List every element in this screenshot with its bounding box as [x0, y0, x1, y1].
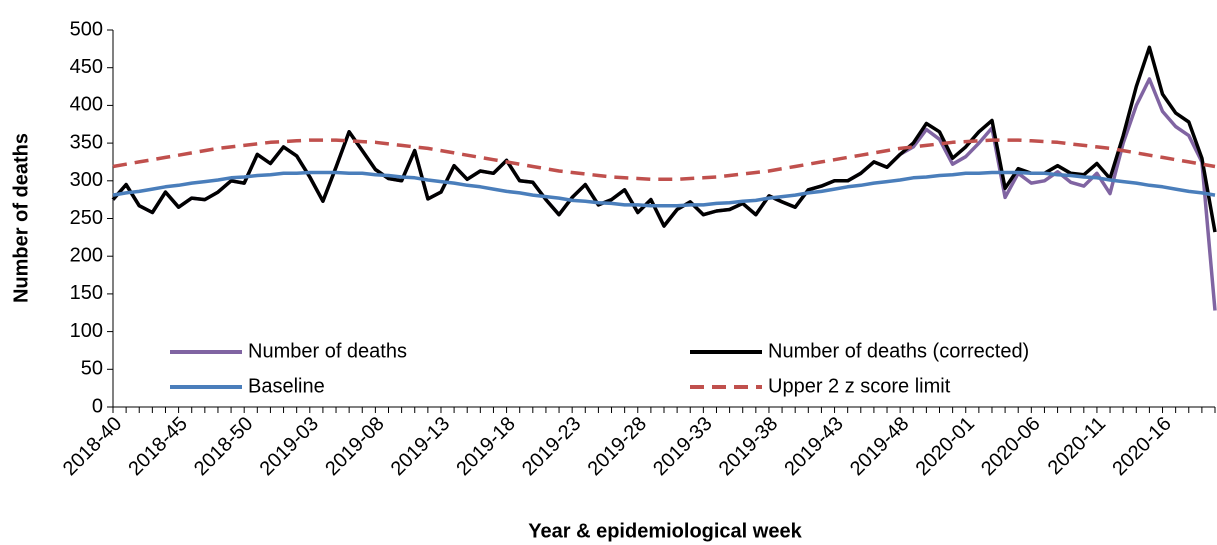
x-tick-label: 2019-33 — [649, 413, 716, 480]
x-tick-label: 2020-06 — [977, 413, 1044, 480]
y-tick-label: 50 — [81, 358, 103, 380]
y-tick-label: 500 — [70, 18, 103, 40]
series-line — [111, 77, 1217, 311]
x-tick-label: 2019-48 — [846, 413, 913, 480]
x-tick-label: 2018-40 — [59, 413, 126, 480]
y-axis-label: Number of deaths — [10, 133, 32, 303]
x-tick-label: 2019-18 — [452, 413, 519, 480]
y-tick-label: 300 — [70, 169, 103, 191]
legend-label: Upper 2 z score limit — [768, 375, 951, 397]
series-line — [112, 138, 1216, 182]
x-tick-label: 2019-03 — [256, 413, 323, 480]
x-tick-label: 2020-01 — [912, 413, 979, 480]
y-tick-label: 150 — [70, 282, 103, 304]
y-tick-label: 450 — [70, 56, 103, 78]
x-tick-label: 2019-43 — [780, 413, 847, 480]
x-tick-label: 2019-38 — [715, 413, 782, 480]
y-tick-label: 350 — [70, 131, 103, 153]
y-tick-label: 100 — [70, 320, 103, 342]
x-tick-label: 2019-23 — [518, 413, 585, 480]
series-line — [112, 170, 1216, 208]
x-tick-label: 2020-16 — [1108, 413, 1175, 480]
x-tick-label: 2018-45 — [124, 413, 191, 480]
x-axis-label: Year & epidemiological week — [528, 520, 802, 542]
legend-label: Baseline — [248, 375, 325, 397]
legend-label: Number of deaths (corrected) — [768, 340, 1029, 362]
x-tick-label: 2019-08 — [321, 413, 388, 480]
x-tick-label: 2019-28 — [584, 413, 651, 480]
y-tick-label: 250 — [70, 207, 103, 229]
x-tick-label: 2020-11 — [1044, 413, 1110, 479]
x-tick-label: 2018-50 — [190, 413, 257, 480]
legend-label: Number of deaths — [248, 340, 407, 362]
y-tick-label: 400 — [70, 94, 103, 116]
y-tick-label: 200 — [70, 244, 103, 266]
x-tick-label: 2019-13 — [387, 413, 454, 480]
y-tick-label: 0 — [92, 395, 103, 417]
